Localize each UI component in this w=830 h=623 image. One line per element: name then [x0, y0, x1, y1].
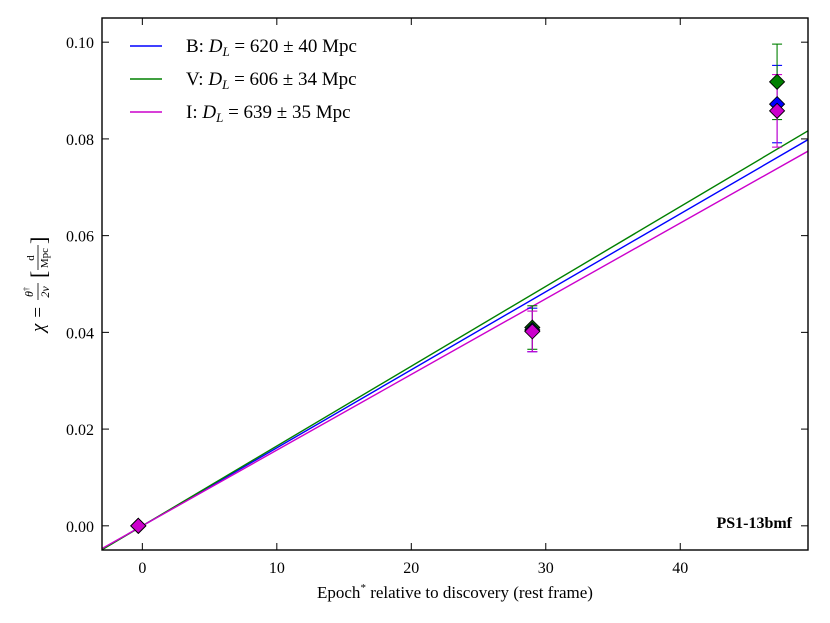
y-axis-label: χ = θ† 2v [ d Mpc ]	[22, 237, 52, 334]
y-label-lhs: χ =	[28, 306, 49, 334]
y-label-unit-num: d	[25, 255, 37, 261]
y-label-bracket-right: ]	[26, 237, 51, 244]
y-tick-label: 0.06	[66, 229, 94, 246]
x-tick-label: 10	[269, 560, 285, 577]
plot-area	[102, 43, 808, 550]
x-tick-label: 30	[538, 560, 554, 577]
y-tick-label: 0.08	[66, 132, 94, 149]
y-tick-label: 0.00	[66, 519, 94, 536]
axes-frame	[101, 17, 809, 551]
axes	[101, 17, 809, 551]
data-point-i	[768, 102, 786, 119]
y-tick-label: 0.04	[66, 325, 94, 342]
y-tick-label: 0.10	[66, 35, 94, 52]
object-name-label: PS1-13bmf	[716, 515, 792, 532]
legend-label-i: I: DL = 639 ± 35 Mpc	[186, 102, 351, 125]
legend: B: DL = 620 ± 40 Mpc V: DL = 606 ± 34 Mpc…	[130, 36, 357, 125]
y-label-bracket-left: [	[26, 271, 51, 278]
legend-label-b: B: DL = 620 ± 40 Mpc	[186, 36, 357, 59]
data-point-i	[130, 517, 147, 534]
x-tick-label: 20	[403, 560, 419, 577]
x-axis-label: Epoch* relative to discovery (rest frame…	[317, 582, 593, 602]
y-tick-label: 0.02	[66, 422, 94, 439]
fit-line-i	[102, 150, 808, 550]
y-label-unit-den: Mpc	[39, 248, 51, 268]
fit-line-v	[102, 130, 808, 550]
data-point-i	[524, 323, 541, 340]
x-tick-label: 40	[672, 560, 688, 577]
x-tick-label: 0	[138, 560, 146, 577]
y-label-frac-den: 2v	[38, 286, 52, 298]
fit-line-b	[102, 139, 808, 550]
legend-label-v: V: DL = 606 ± 34 Mpc	[186, 69, 357, 92]
data-point-v	[768, 73, 786, 90]
y-label-frac-num: θ†	[22, 287, 36, 297]
ticks: 0 10 20 30 40 0.00 0.02 0.04 0.06 0.08 0.10	[66, 18, 808, 577]
